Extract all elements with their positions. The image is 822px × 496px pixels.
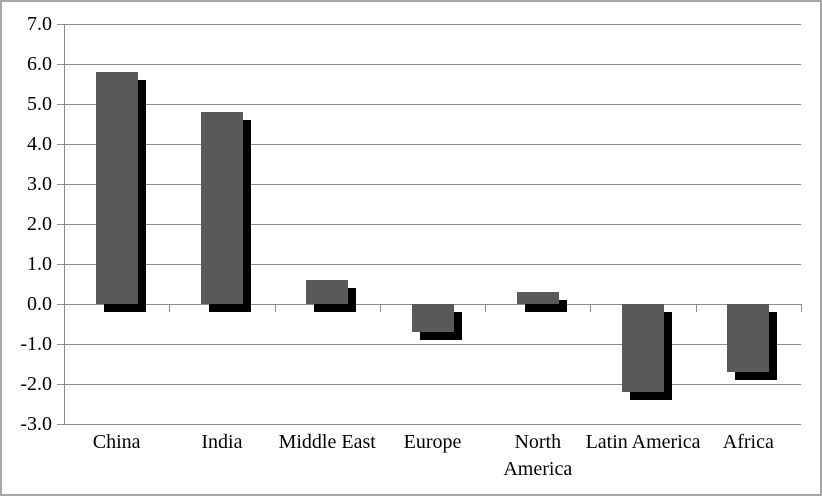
y-axis-tick-label: 1.0 xyxy=(27,253,52,275)
x-axis-category-label: Europe xyxy=(403,431,462,453)
y-axis-tick-label: -1.0 xyxy=(20,333,52,355)
gridline xyxy=(64,64,801,65)
x-axis-category-label: Middle East xyxy=(278,431,376,453)
y-axis-tick-label: 2.0 xyxy=(27,213,52,235)
gridline xyxy=(64,384,801,385)
gridline xyxy=(64,224,801,225)
x-axis-tick xyxy=(274,304,276,312)
y-axis-tick xyxy=(57,184,64,185)
x-axis-category-label: Latin America xyxy=(585,431,701,453)
y-axis-tick xyxy=(57,264,64,265)
gridline xyxy=(64,184,801,185)
y-axis-tick xyxy=(57,384,64,385)
x-axis-tick xyxy=(801,304,802,312)
y-axis-tick xyxy=(57,344,64,345)
bar-middle-east xyxy=(306,280,349,304)
bar-north-america xyxy=(516,292,559,304)
x-axis-tick xyxy=(590,304,592,312)
x-axis-category-label: North America xyxy=(503,431,573,480)
y-axis-tick xyxy=(57,304,64,305)
gridline xyxy=(64,344,801,345)
gridline xyxy=(64,144,801,145)
bar-latin-america xyxy=(622,304,665,392)
gridline xyxy=(64,104,801,105)
y-axis-tick xyxy=(57,144,64,145)
gridline xyxy=(64,24,801,25)
y-axis-tick xyxy=(57,104,64,105)
y-axis-tick-label: 5.0 xyxy=(27,93,52,115)
x-axis-category-label: India xyxy=(201,431,243,453)
x-axis-category-label: China xyxy=(92,431,141,453)
gridline xyxy=(64,264,801,265)
bar-africa xyxy=(727,304,770,372)
y-axis-tick xyxy=(57,64,64,65)
y-axis-tick-label: 4.0 xyxy=(27,133,52,155)
x-axis-category-label: Africa xyxy=(722,431,774,453)
x-axis-tick xyxy=(379,304,381,312)
y-axis-tick-label: 6.0 xyxy=(27,53,52,75)
x-axis-tick xyxy=(485,304,487,312)
y-axis-tick xyxy=(57,24,64,25)
y-axis-tick-label: -2.0 xyxy=(20,373,52,395)
y-axis-tick xyxy=(57,224,64,225)
bar-india xyxy=(200,112,243,304)
gridline xyxy=(64,424,801,425)
bar-china xyxy=(95,72,138,304)
bar-europe xyxy=(411,304,454,332)
y-axis-tick-label: 0.0 xyxy=(27,293,52,315)
y-axis-tick-label: -3.0 xyxy=(20,413,52,435)
x-axis-tick xyxy=(695,304,697,312)
y-axis-tick-label: 3.0 xyxy=(27,173,52,195)
y-axis-line xyxy=(64,24,65,425)
y-axis-tick-label: 7.0 xyxy=(27,13,52,35)
y-axis-tick xyxy=(57,424,64,425)
x-axis-tick xyxy=(169,304,171,312)
